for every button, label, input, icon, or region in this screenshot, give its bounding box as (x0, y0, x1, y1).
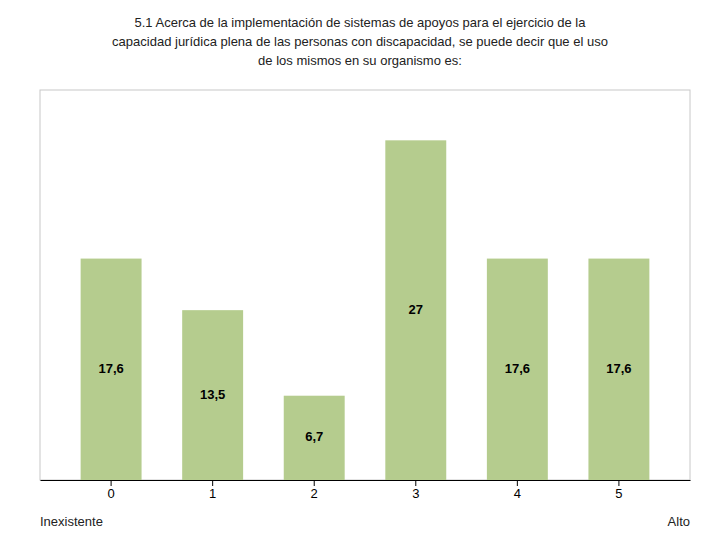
bars (81, 140, 650, 480)
data-label: 17,6 (606, 361, 631, 376)
data-label: 27 (409, 302, 423, 317)
data-label: 6,7 (305, 429, 323, 444)
x-tick: 3 (412, 480, 419, 501)
bar (487, 259, 548, 480)
annotations: Inexistente Alto (40, 514, 690, 529)
plot-frame (40, 90, 690, 480)
x-tick-label: 0 (107, 486, 114, 501)
bar (284, 396, 345, 480)
bar (588, 259, 649, 480)
x-tick-label: 1 (209, 486, 216, 501)
bar (385, 140, 446, 480)
x-tick-label: 5 (615, 486, 622, 501)
x-tick-label: 4 (514, 486, 521, 501)
x-tick: 4 (514, 480, 521, 501)
x-tick: 0 (107, 480, 114, 501)
x-tick-label: 2 (311, 486, 318, 501)
x-tick-label: 3 (412, 486, 419, 501)
bar (182, 310, 243, 480)
x-tick-mark (618, 480, 619, 486)
x-tick-mark (415, 480, 416, 486)
plot-area: 17,6 13,5 6,7 27 17,6 17,6 0 1 2 3 4 5 (40, 90, 691, 501)
annotation: Inexistente (40, 514, 103, 529)
data-label: 17,6 (505, 361, 530, 376)
x-tick: 1 (209, 480, 216, 501)
data-labels: 17,6 13,5 6,7 27 17,6 17,6 (98, 302, 631, 445)
annotation: Alto (668, 514, 690, 529)
chart: 17,6 13,5 6,7 27 17,6 17,6 0 1 2 3 4 5 Inexistente Al… (0, 0, 720, 540)
bar (81, 259, 142, 480)
x-tick-mark (212, 480, 213, 486)
x-tick-mark (314, 480, 315, 486)
data-label: 17,6 (98, 361, 123, 376)
x-axis-line (41, 480, 691, 481)
x-tick-mark (517, 480, 518, 486)
chart-title: 5.1 Acerca de la implementación de siste… (20, 14, 700, 71)
x-tick-mark (111, 480, 112, 486)
x-axis: 0 1 2 3 4 5 (41, 480, 691, 501)
x-tick: 5 (615, 480, 622, 501)
x-tick: 2 (311, 480, 318, 501)
data-label: 13,5 (200, 387, 225, 402)
